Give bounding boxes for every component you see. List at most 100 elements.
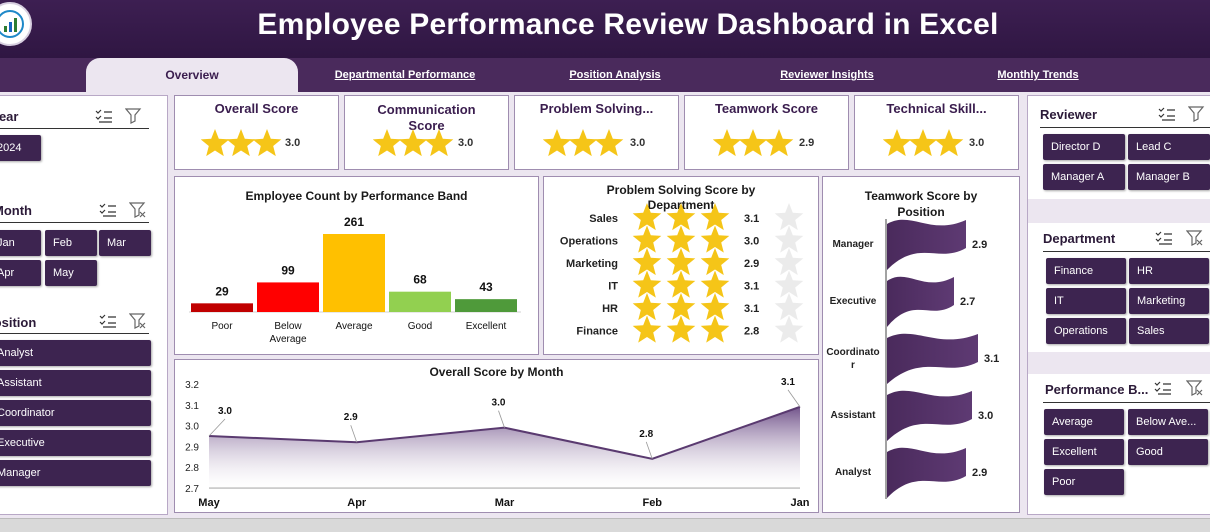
page-title: Employee Performance Review Dashboard in… bbox=[257, 8, 999, 41]
panel-gap bbox=[1028, 352, 1210, 374]
bar[interactable] bbox=[887, 276, 954, 327]
reviewer-item-director-d[interactable]: Director D bbox=[1043, 134, 1125, 160]
star-filled-icon bbox=[666, 203, 696, 231]
clear-filter-icon[interactable] bbox=[129, 202, 147, 218]
department-item-sales[interactable]: Sales bbox=[1129, 318, 1209, 344]
multi-select-icon[interactable] bbox=[1155, 230, 1173, 246]
position-item-assistant[interactable]: Assistant bbox=[0, 370, 151, 396]
star-filled-icon bbox=[372, 129, 402, 157]
department-item-finance[interactable]: Finance bbox=[1046, 258, 1126, 284]
position-item-manager[interactable]: Manager bbox=[0, 460, 151, 486]
data-label: 3.0 bbox=[744, 236, 759, 248]
tab-position-analysis[interactable]: Position Analysis bbox=[569, 69, 661, 81]
kpi-title: Overall Score bbox=[214, 101, 299, 116]
multi-select-icon[interactable] bbox=[1158, 106, 1176, 122]
reviewer-item-manager-a[interactable]: Manager A bbox=[1043, 164, 1125, 190]
clear-filter-icon[interactable] bbox=[1188, 106, 1206, 122]
clear-filter-icon[interactable] bbox=[1186, 230, 1204, 246]
reviewer-item-manager-b[interactable]: Manager B bbox=[1128, 164, 1210, 190]
kpi-card-overall-score: Overall Score 3.0 bbox=[174, 95, 380, 170]
kpi-value: 3.0 bbox=[969, 137, 985, 149]
month-item-apr[interactable]: Apr bbox=[0, 260, 41, 286]
data-label: 2.8 bbox=[639, 429, 653, 440]
kpi-title: Technical Skill... bbox=[886, 101, 987, 116]
department-item-hr[interactable]: HR bbox=[1129, 258, 1209, 284]
month-item-mar[interactable]: Mar bbox=[99, 230, 151, 256]
category-label: r bbox=[851, 360, 855, 371]
month-slicer-title: Month bbox=[0, 203, 32, 218]
bar[interactable] bbox=[389, 291, 451, 312]
tab-overview[interactable]: Overview bbox=[86, 58, 298, 92]
tab-reviewer-insights[interactable]: Reviewer Insights bbox=[780, 69, 874, 81]
data-label: 2.9 bbox=[744, 258, 759, 270]
reviewer-item-lead-c[interactable]: Lead C bbox=[1128, 134, 1210, 160]
bar[interactable] bbox=[887, 219, 966, 270]
multi-select-icon[interactable] bbox=[1154, 380, 1172, 396]
band-item-average[interactable]: Average bbox=[1044, 409, 1124, 435]
bar[interactable] bbox=[257, 282, 319, 312]
bar[interactable] bbox=[455, 299, 517, 312]
department-item-marketing[interactable]: Marketing bbox=[1129, 288, 1209, 314]
y-tick-label: 2.7 bbox=[185, 484, 199, 495]
month-item-feb[interactable]: Feb bbox=[45, 230, 97, 256]
position-item-coordinator[interactable]: Coordinator bbox=[0, 400, 151, 426]
tab-departmental-performance[interactable]: Departmental Performance bbox=[334, 69, 476, 81]
department-item-it[interactable]: IT bbox=[1046, 288, 1126, 314]
kpi-card-communication-score: Communication Score 3.0 bbox=[344, 95, 552, 170]
month-item-jan[interactable]: Jan bbox=[0, 230, 41, 256]
bar[interactable] bbox=[887, 390, 972, 441]
multi-select-icon[interactable] bbox=[99, 202, 117, 218]
data-label: 3.0 bbox=[492, 398, 506, 409]
tab-monthly-trends[interactable]: Monthly Trends bbox=[997, 69, 1079, 81]
leader-line bbox=[787, 389, 801, 408]
category-label: Manager bbox=[832, 239, 873, 250]
department-item-operations[interactable]: Operations bbox=[1046, 318, 1126, 344]
category-label: Finance bbox=[576, 326, 618, 338]
logo bbox=[0, 2, 32, 46]
right-slicer-panel: Reviewer Director D Lead C Manager A Man… bbox=[1027, 95, 1210, 515]
bottom-scroll-strip bbox=[0, 518, 1210, 532]
band-item-poor[interactable]: Poor bbox=[1044, 469, 1124, 495]
star-filled-icon bbox=[632, 293, 662, 321]
position-item-executive[interactable]: Executive bbox=[0, 430, 151, 456]
kpi-value: 2.9 bbox=[799, 137, 815, 149]
category-label: IT bbox=[608, 281, 618, 293]
kpi-title: Teamwork Score bbox=[714, 101, 819, 116]
bar[interactable] bbox=[191, 303, 253, 312]
kpi-card-problem-solving: Problem Solving... 3.0 bbox=[514, 95, 722, 170]
category-label: Marketing bbox=[566, 258, 618, 270]
year-item-2024[interactable]: 2024 bbox=[0, 135, 41, 161]
bar[interactable] bbox=[887, 333, 978, 384]
star-filled-icon bbox=[666, 315, 696, 343]
star-filled-icon bbox=[764, 129, 794, 157]
y-tick-label: 2.8 bbox=[185, 463, 199, 474]
slicer-divider bbox=[1040, 127, 1210, 128]
multi-select-icon[interactable] bbox=[99, 313, 117, 329]
kpi-value: 3.0 bbox=[630, 137, 646, 149]
bar[interactable] bbox=[887, 447, 966, 498]
clear-filter-icon[interactable] bbox=[129, 313, 147, 329]
kpi-star-rating bbox=[712, 128, 892, 165]
bar[interactable] bbox=[323, 234, 385, 312]
star-empty-icon bbox=[774, 225, 804, 253]
slicer-divider bbox=[1043, 251, 1210, 252]
month-item-may[interactable]: May bbox=[45, 260, 97, 286]
position-item-analyst[interactable]: Analyst bbox=[0, 340, 151, 366]
kpi-star-rating bbox=[372, 128, 552, 165]
data-label: 3.0 bbox=[218, 406, 232, 417]
band-item-below-average[interactable]: Below Ave... bbox=[1128, 409, 1208, 435]
multi-select-icon[interactable] bbox=[95, 108, 113, 124]
problem-solving-chart: Sales 3.1 Operations 3.0 Marketing 2.9 IT 3.1 HR… bbox=[560, 203, 804, 343]
band-item-excellent[interactable]: Excellent bbox=[1044, 439, 1124, 465]
data-label: 3.1 bbox=[744, 281, 759, 293]
category-label: Operations bbox=[560, 236, 618, 248]
clear-filter-icon[interactable] bbox=[125, 108, 143, 124]
data-label: 2.9 bbox=[344, 412, 358, 423]
teamwork-chart-panel: Teamwork Score by Position Manager 2.9 Exe… bbox=[822, 176, 1020, 513]
panel-gap bbox=[1028, 199, 1210, 223]
kpi-value: 3.0 bbox=[458, 137, 474, 149]
clear-filter-icon[interactable] bbox=[1186, 380, 1204, 396]
data-label: 68 bbox=[413, 273, 427, 287]
band-item-good[interactable]: Good bbox=[1128, 439, 1208, 465]
band-count-chart-panel: Employee Count by Performance Band 29 Poo… bbox=[174, 176, 539, 355]
